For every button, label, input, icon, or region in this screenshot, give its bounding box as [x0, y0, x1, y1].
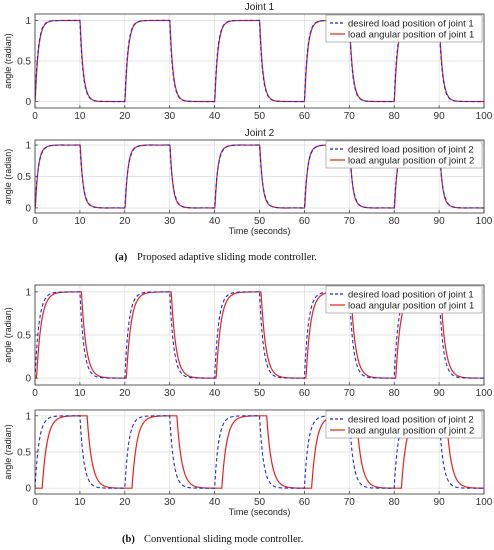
y-axis-label: angle (radian) — [3, 33, 13, 89]
y-tick-label: 0.5 — [17, 331, 31, 342]
legend-label: desired load position of joint 2 — [348, 414, 474, 425]
legend-label: desired load position of joint 1 — [348, 289, 474, 300]
x-tick-label: 50 — [254, 388, 266, 399]
plot-frame — [34, 409, 485, 495]
legend-box — [325, 410, 483, 439]
x-tick-label: 10 — [74, 216, 86, 227]
x-tick-label: 50 — [254, 497, 266, 508]
legend-box — [325, 14, 483, 43]
x-tick-label: 90 — [434, 111, 446, 122]
plot-frame — [34, 13, 485, 109]
x-tick-label: 70 — [344, 497, 356, 508]
x-tick-label: 90 — [434, 388, 446, 399]
x-tick-label: 80 — [389, 111, 401, 122]
x-tick-label: 70 — [344, 216, 356, 227]
x-tick-label: 70 — [344, 388, 356, 399]
x-tick-label: 40 — [209, 388, 221, 399]
x-tick-label: 90 — [434, 497, 446, 508]
x-tick-label: 80 — [389, 388, 401, 399]
x-tick-label: 20 — [119, 111, 131, 122]
x-tick-label: 0 — [32, 216, 38, 227]
x-tick-label: 50 — [254, 216, 266, 227]
x-tick-label: 20 — [119, 216, 131, 227]
chart-title: Joint 1 — [245, 2, 275, 13]
x-axis-label: Time (seconds) — [229, 507, 291, 517]
x-tick-label: 60 — [299, 388, 311, 399]
x-tick-label: 50 — [254, 111, 266, 122]
x-tick-label: 30 — [164, 497, 176, 508]
x-tick-label: 60 — [299, 216, 311, 227]
y-tick-label: 0.5 — [17, 448, 31, 459]
x-tick-label: 80 — [389, 497, 401, 508]
legend-label: desired load position of joint 1 — [348, 18, 474, 29]
chart-4: 0 10 20 30 40 50 60 70 80 90 100 0 0.5 1 angle (radian… — [3, 409, 493, 517]
y-tick-label: 0 — [25, 97, 31, 108]
x-tick-label: 40 — [209, 216, 221, 227]
x-tick-label: 10 — [74, 111, 86, 122]
legend-box — [325, 285, 483, 314]
x-tick-label: 0 — [32, 388, 38, 399]
x-tick-label: 100 — [476, 388, 493, 399]
x-tick-label: 0 — [32, 111, 38, 122]
y-tick-label: 1 — [25, 141, 31, 152]
caption-b-text: Conventional sliding mode controller. — [144, 534, 303, 545]
chart-2: 0 10 20 30 40 50 60 70 80 90 100 0 0.5 1 Joint 2 angle … — [3, 128, 493, 236]
x-tick-label: 90 — [434, 216, 446, 227]
x-tick-label: 100 — [476, 111, 493, 122]
x-tick-label: 70 — [344, 111, 356, 122]
x-tick-label: 30 — [164, 216, 176, 227]
legend-label: desired load position of joint 2 — [348, 144, 474, 155]
caption-a-text: Proposed adaptive sliding mode controlle… — [137, 252, 317, 263]
y-axis-label: angle (radian) — [3, 307, 13, 363]
x-tick-label: 30 — [164, 388, 176, 399]
x-tick-label: 30 — [164, 111, 176, 122]
x-axis-label: Time (seconds) — [229, 226, 291, 236]
caption-b-label: (b) — [122, 534, 135, 545]
x-tick-label: 0 — [32, 497, 38, 508]
y-tick-label: 0 — [25, 203, 31, 214]
legend-label: load angular position of joint 2 — [348, 425, 474, 436]
x-tick-label: 60 — [299, 111, 311, 122]
plot-frame — [34, 139, 485, 214]
x-tick-label: 60 — [299, 497, 311, 508]
plot-frame — [34, 284, 485, 386]
x-tick-label: 10 — [74, 388, 86, 399]
x-tick-label: 100 — [476, 216, 493, 227]
x-tick-label: 10 — [74, 497, 86, 508]
x-tick-label: 100 — [476, 497, 493, 508]
legend-label: load angular position of joint 1 — [348, 29, 474, 40]
legend-box — [325, 140, 483, 169]
y-tick-label: 0.5 — [17, 172, 31, 183]
caption-a-label: (a) — [115, 252, 128, 263]
x-tick-label: 40 — [209, 497, 221, 508]
chart-title: Joint 2 — [245, 128, 275, 139]
x-tick-label: 20 — [119, 497, 131, 508]
y-axis-label: angle (radian) — [3, 149, 13, 205]
x-tick-label: 20 — [119, 388, 131, 399]
y-tick-label: 0.5 — [17, 57, 31, 68]
legend-label: load angular position of joint 1 — [348, 300, 474, 311]
legend-label: load angular position of joint 2 — [348, 155, 474, 166]
y-axis-label: angle (radian) — [3, 424, 13, 480]
chart-1: 0 10 20 30 40 50 60 70 80 90 100 0 0.5 1 Joint 1 angle … — [3, 2, 493, 122]
y-tick-label: 0 — [25, 374, 31, 385]
x-tick-label: 40 — [209, 111, 221, 122]
y-tick-label: 1 — [25, 411, 31, 422]
chart-3: 0 10 20 30 40 50 60 70 80 90 100 0 0.5 1 angle (radian… — [3, 284, 493, 399]
y-tick-label: 1 — [25, 16, 31, 27]
x-tick-label: 80 — [389, 216, 401, 227]
y-tick-label: 0 — [25, 484, 31, 495]
y-tick-label: 1 — [25, 287, 31, 298]
